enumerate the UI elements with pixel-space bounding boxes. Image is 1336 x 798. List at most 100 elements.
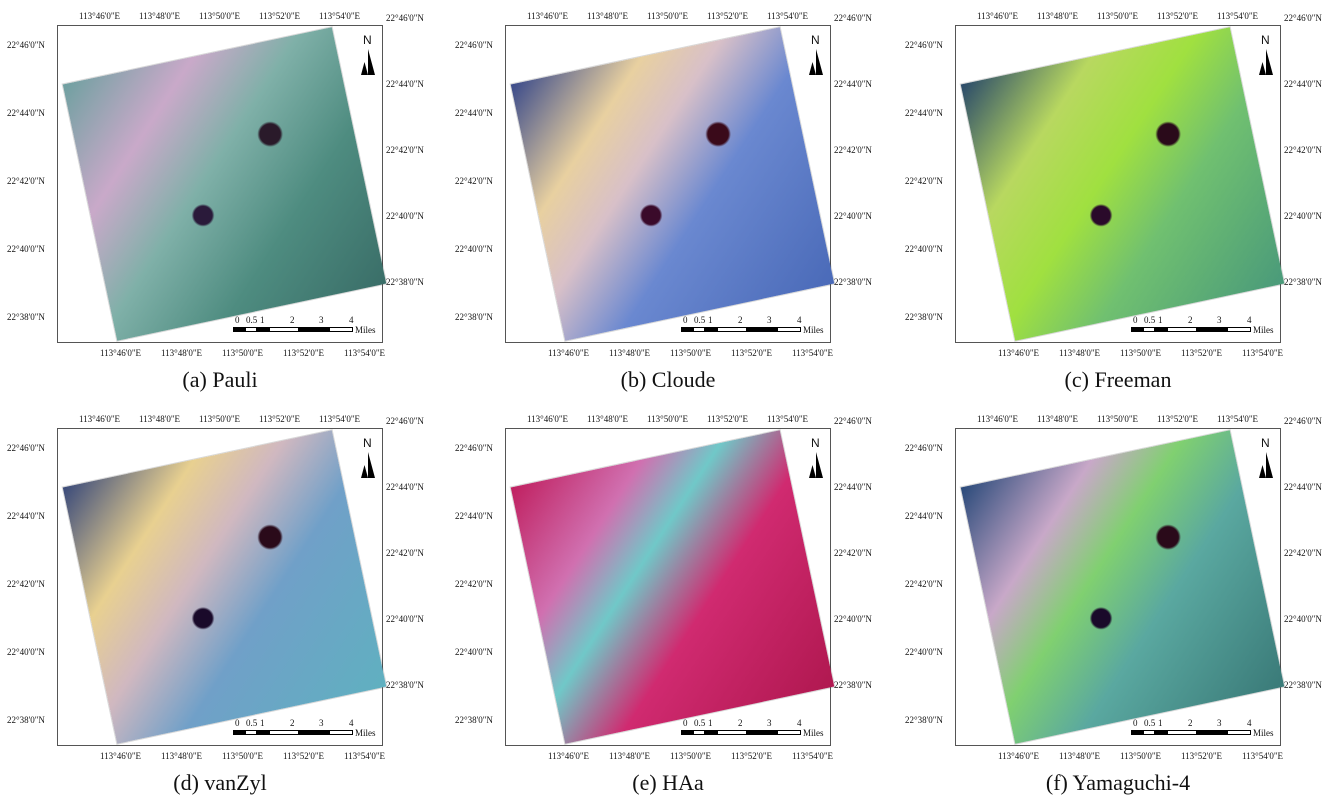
right-lat-label: 22°42'0"N	[386, 145, 424, 155]
right-lat-label: 22°42'0"N	[834, 145, 872, 155]
caption: (a) Pauli	[182, 367, 257, 393]
scale-bar	[269, 327, 299, 332]
right-lat-label: 22°42'0"N	[1284, 145, 1322, 155]
right-lat-label: 22°40'0"N	[1284, 614, 1322, 624]
scale-bar	[1167, 327, 1197, 332]
left-lat-label: 22°38'0"N	[7, 312, 45, 322]
scale-label: 2	[1188, 315, 1193, 325]
scale-label: 2	[290, 315, 295, 325]
left-lat-label: 22°46'0"N	[905, 40, 943, 50]
right-lat-label: 22°38'0"N	[834, 277, 872, 287]
top-lon-label: 113°50'0"E	[199, 414, 240, 424]
left-lat-label: 22°44'0"N	[905, 511, 943, 521]
scale-label: 1	[1158, 718, 1163, 728]
left-lat-label: 22°46'0"N	[455, 443, 493, 453]
scale-unit: Miles	[1253, 728, 1274, 738]
north-label: N	[363, 436, 372, 450]
left-lat-label: 22°44'0"N	[455, 511, 493, 521]
bottom-lon-label: 113°48'0"E	[609, 348, 650, 358]
caption: (f) Yamaguchi-4	[1046, 770, 1190, 796]
left-lat-label: 22°40'0"N	[905, 647, 943, 657]
bottom-lon-label: 113°46'0"E	[998, 348, 1039, 358]
scale-bar	[1131, 730, 1143, 735]
scale-label: 0.5	[246, 315, 257, 325]
scale-bar	[233, 730, 245, 735]
top-lon-label: 113°46'0"E	[977, 414, 1018, 424]
bottom-lon-label: 113°50'0"E	[1120, 751, 1161, 761]
bottom-lon-label: 113°48'0"E	[609, 751, 650, 761]
left-lat-label: 22°42'0"N	[455, 579, 493, 589]
left-lat-label: 22°44'0"N	[7, 511, 45, 521]
left-lat-label: 22°42'0"N	[7, 176, 45, 186]
right-lat-label: 22°44'0"N	[386, 482, 424, 492]
north-arrow	[361, 49, 375, 75]
scale-bar	[299, 327, 329, 332]
left-lat-label: 22°44'0"N	[905, 108, 943, 118]
right-lat-label: 22°44'0"N	[834, 482, 872, 492]
map-image	[961, 27, 1284, 340]
scale-label: 1	[708, 718, 713, 728]
scale-label: 3	[1217, 718, 1222, 728]
top-lon-label: 113°54'0"E	[319, 11, 360, 21]
bottom-lon-label: 113°52'0"E	[1181, 751, 1222, 761]
left-lat-label: 22°38'0"N	[905, 312, 943, 322]
bottom-lon-label: 113°48'0"E	[1059, 348, 1100, 358]
right-lat-label: 22°46'0"N	[834, 416, 872, 426]
left-lat-label: 22°40'0"N	[7, 244, 45, 254]
left-lat-label: 22°44'0"N	[7, 108, 45, 118]
bottom-lon-label: 113°52'0"E	[283, 751, 324, 761]
bottom-lon-label: 113°46'0"E	[548, 348, 589, 358]
scale-label: 0.5	[694, 315, 705, 325]
scale-bar	[717, 327, 747, 332]
top-lon-label: 113°52'0"E	[1157, 414, 1198, 424]
scale-bar	[1167, 730, 1197, 735]
scale-label: 0	[683, 315, 688, 325]
right-lat-label: 22°38'0"N	[1284, 277, 1322, 287]
left-lat-label: 22°40'0"N	[905, 244, 943, 254]
bottom-lon-label: 113°50'0"E	[670, 348, 711, 358]
left-lat-label: 22°40'0"N	[7, 647, 45, 657]
scale-label: 0	[1133, 315, 1138, 325]
scale-bar	[1143, 730, 1155, 735]
north-arrow	[809, 49, 823, 75]
scale-label: 1	[1158, 315, 1163, 325]
bottom-lon-label: 113°52'0"E	[731, 348, 772, 358]
right-lat-label: 22°42'0"N	[386, 548, 424, 558]
bottom-lon-label: 113°54'0"E	[344, 348, 385, 358]
bottom-lon-label: 113°46'0"E	[100, 751, 141, 761]
scale-bar	[1197, 327, 1227, 332]
caption: (d) vanZyl	[173, 770, 266, 796]
north-arrow	[1259, 49, 1273, 75]
scale-label: 2	[738, 718, 743, 728]
left-lat-label: 22°42'0"N	[905, 579, 943, 589]
left-lat-label: 22°46'0"N	[905, 443, 943, 453]
right-lat-label: 22°46'0"N	[1284, 416, 1322, 426]
top-lon-label: 113°48'0"E	[1037, 11, 1078, 21]
scale-bar	[233, 327, 245, 332]
top-lon-label: 113°50'0"E	[1097, 11, 1138, 21]
scale-bar	[329, 730, 353, 735]
right-lat-label: 22°40'0"N	[386, 614, 424, 624]
right-lat-label: 22°46'0"N	[1284, 13, 1322, 23]
scale-bar	[245, 327, 257, 332]
scale-bar	[245, 730, 257, 735]
left-lat-label: 22°46'0"N	[7, 443, 45, 453]
scale-bar	[705, 730, 717, 735]
scale-label: 0	[1133, 718, 1138, 728]
bottom-lon-label: 113°48'0"E	[161, 348, 202, 358]
top-lon-label: 113°52'0"E	[259, 11, 300, 21]
scale-bar	[777, 730, 801, 735]
north-label: N	[1261, 436, 1270, 450]
scale-bar	[329, 327, 353, 332]
scale-bar	[681, 327, 693, 332]
right-lat-label: 22°44'0"N	[1284, 482, 1322, 492]
bottom-lon-label: 113°50'0"E	[222, 751, 263, 761]
scale-bar	[1155, 730, 1167, 735]
scale-label: 4	[1247, 718, 1252, 728]
scale-unit: Miles	[803, 325, 824, 335]
top-lon-label: 113°48'0"E	[587, 11, 628, 21]
scale-bar	[717, 730, 747, 735]
left-lat-label: 22°38'0"N	[455, 715, 493, 725]
north-label: N	[811, 33, 820, 47]
scale-label: 0	[683, 718, 688, 728]
